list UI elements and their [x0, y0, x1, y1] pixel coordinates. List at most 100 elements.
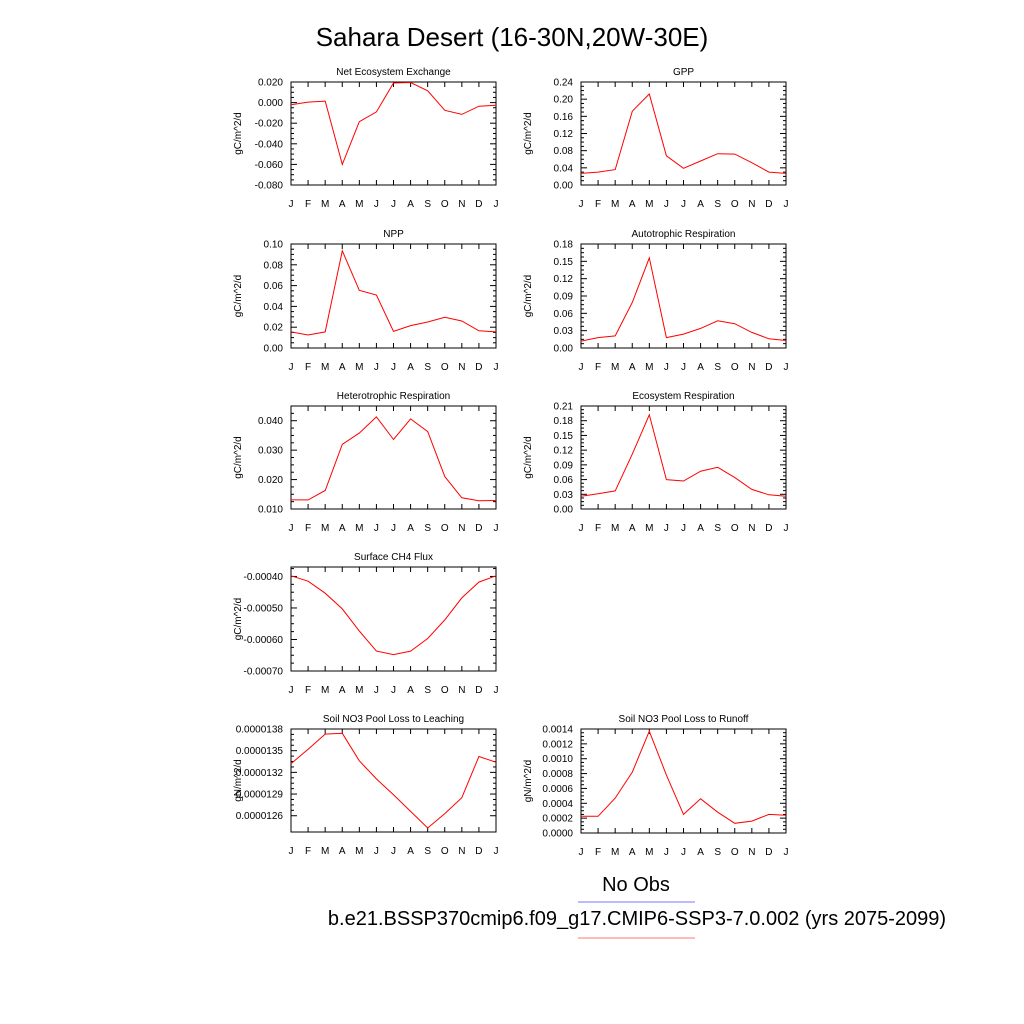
series-line	[290, 732, 497, 829]
x-tick-label: J	[664, 847, 669, 858]
y-axis-label: gN/m^2/d	[233, 759, 244, 802]
y-tick-label: 0.0002	[542, 814, 573, 825]
x-tick-label: A	[407, 685, 414, 696]
y-tick-label: 0.020	[258, 78, 283, 89]
plot-frame	[580, 243, 787, 349]
plot-frame	[290, 405, 497, 510]
x-tick-label: D	[475, 685, 482, 696]
series-line	[290, 81, 497, 166]
x-tick-label: A	[407, 199, 414, 210]
y-tick-label: -0.00040	[244, 572, 284, 583]
x-tick-label: M	[321, 362, 329, 373]
x-tick-label: J	[374, 685, 379, 696]
x-tick-label: J	[664, 523, 669, 534]
plot-frame	[290, 566, 497, 672]
x-tick-label: J	[579, 523, 584, 534]
x-tick-label: M	[611, 199, 619, 210]
y-tick-label: 0.12	[554, 274, 574, 285]
y-tick-label: 0.03	[554, 490, 574, 501]
x-tick-label: O	[441, 685, 449, 696]
x-tick-label: J	[664, 199, 669, 210]
x-tick-label: A	[339, 523, 346, 534]
x-tick-label: D	[475, 523, 482, 534]
plot-frame	[580, 728, 787, 834]
x-tick-label: J	[579, 847, 584, 858]
x-tick-label: J	[579, 362, 584, 373]
y-tick-label: 0.0008	[542, 769, 573, 780]
x-tick-label: A	[339, 685, 346, 696]
panel-title: Soil NO3 Pool Loss to Runoff	[619, 714, 749, 725]
x-tick-label: J	[289, 846, 294, 857]
y-tick-label: 0.06	[554, 475, 574, 486]
y-tick-label: 0.00	[554, 344, 574, 355]
y-tick-label: 0.18	[554, 416, 574, 427]
y-tick-label: 0.0004	[542, 799, 573, 810]
y-tick-label: 0.010	[258, 505, 283, 516]
x-tick-label: A	[339, 846, 346, 857]
x-tick-label: J	[784, 362, 789, 373]
x-tick-label: J	[681, 847, 686, 858]
x-tick-label: S	[714, 199, 721, 210]
y-tick-label: -0.060	[255, 160, 284, 171]
x-tick-label: S	[424, 362, 431, 373]
y-axis-label: gC/m^2/d	[523, 112, 534, 155]
x-tick-label: N	[458, 523, 465, 534]
x-tick-label: J	[664, 362, 669, 373]
x-tick-label: J	[494, 199, 499, 210]
x-tick-label: J	[391, 199, 396, 210]
y-tick-label: 0.0014	[542, 725, 573, 736]
x-tick-label: O	[441, 846, 449, 857]
y-tick-label: 0.0006	[542, 784, 573, 795]
x-tick-label: S	[424, 685, 431, 696]
y-tick-label: 0.21	[554, 402, 574, 413]
x-tick-label: A	[339, 199, 346, 210]
y-tick-label: 0.00	[554, 181, 574, 192]
x-tick-label: J	[391, 362, 396, 373]
y-tick-label: 0.08	[554, 146, 574, 157]
x-tick-label: O	[441, 523, 449, 534]
y-tick-label: -0.00050	[244, 603, 284, 614]
x-tick-label: O	[441, 199, 449, 210]
x-tick-label: M	[321, 523, 329, 534]
plot-frame	[580, 81, 787, 186]
y-tick-label: 0.06	[264, 281, 284, 292]
x-tick-label: J	[579, 199, 584, 210]
x-tick-label: N	[458, 846, 465, 857]
x-tick-label: F	[305, 199, 311, 210]
x-tick-label: S	[714, 362, 721, 373]
x-tick-label: J	[494, 523, 499, 534]
x-tick-label: M	[321, 846, 329, 857]
x-tick-label: J	[289, 199, 294, 210]
series-line	[581, 729, 787, 824]
y-axis-label: gC/m^2/d	[233, 275, 244, 318]
x-tick-label: O	[731, 199, 739, 210]
series-line	[580, 256, 787, 342]
x-tick-label: F	[595, 199, 601, 210]
x-tick-label: M	[645, 847, 653, 858]
y-tick-label: 0.24	[554, 78, 574, 89]
y-tick-label: 0.15	[554, 431, 574, 442]
y-tick-label: 0.00	[554, 505, 574, 516]
x-tick-label: M	[611, 847, 619, 858]
x-tick-label: F	[305, 846, 311, 857]
legend-model-label: b.e21.BSSP370cmip6.f09_g17.CMIP6-SSP3-7.…	[328, 908, 946, 930]
y-tick-label: 0.09	[554, 460, 574, 471]
x-tick-label: M	[355, 362, 363, 373]
panel-title: Autotrophic Respiration	[632, 229, 736, 240]
plot-frame	[580, 405, 787, 510]
x-tick-label: J	[494, 846, 499, 857]
x-tick-label: M	[355, 846, 363, 857]
x-tick-label: A	[697, 199, 704, 210]
x-tick-label: J	[494, 362, 499, 373]
x-tick-label: F	[595, 523, 601, 534]
x-tick-label: M	[645, 362, 653, 373]
y-tick-label: 0.16	[554, 112, 574, 123]
panel-title: Ecosystem Respiration	[632, 391, 734, 402]
x-tick-label: D	[765, 199, 772, 210]
y-tick-label: 0.00	[264, 344, 284, 355]
series-line	[290, 575, 497, 656]
x-tick-label: J	[494, 685, 499, 696]
